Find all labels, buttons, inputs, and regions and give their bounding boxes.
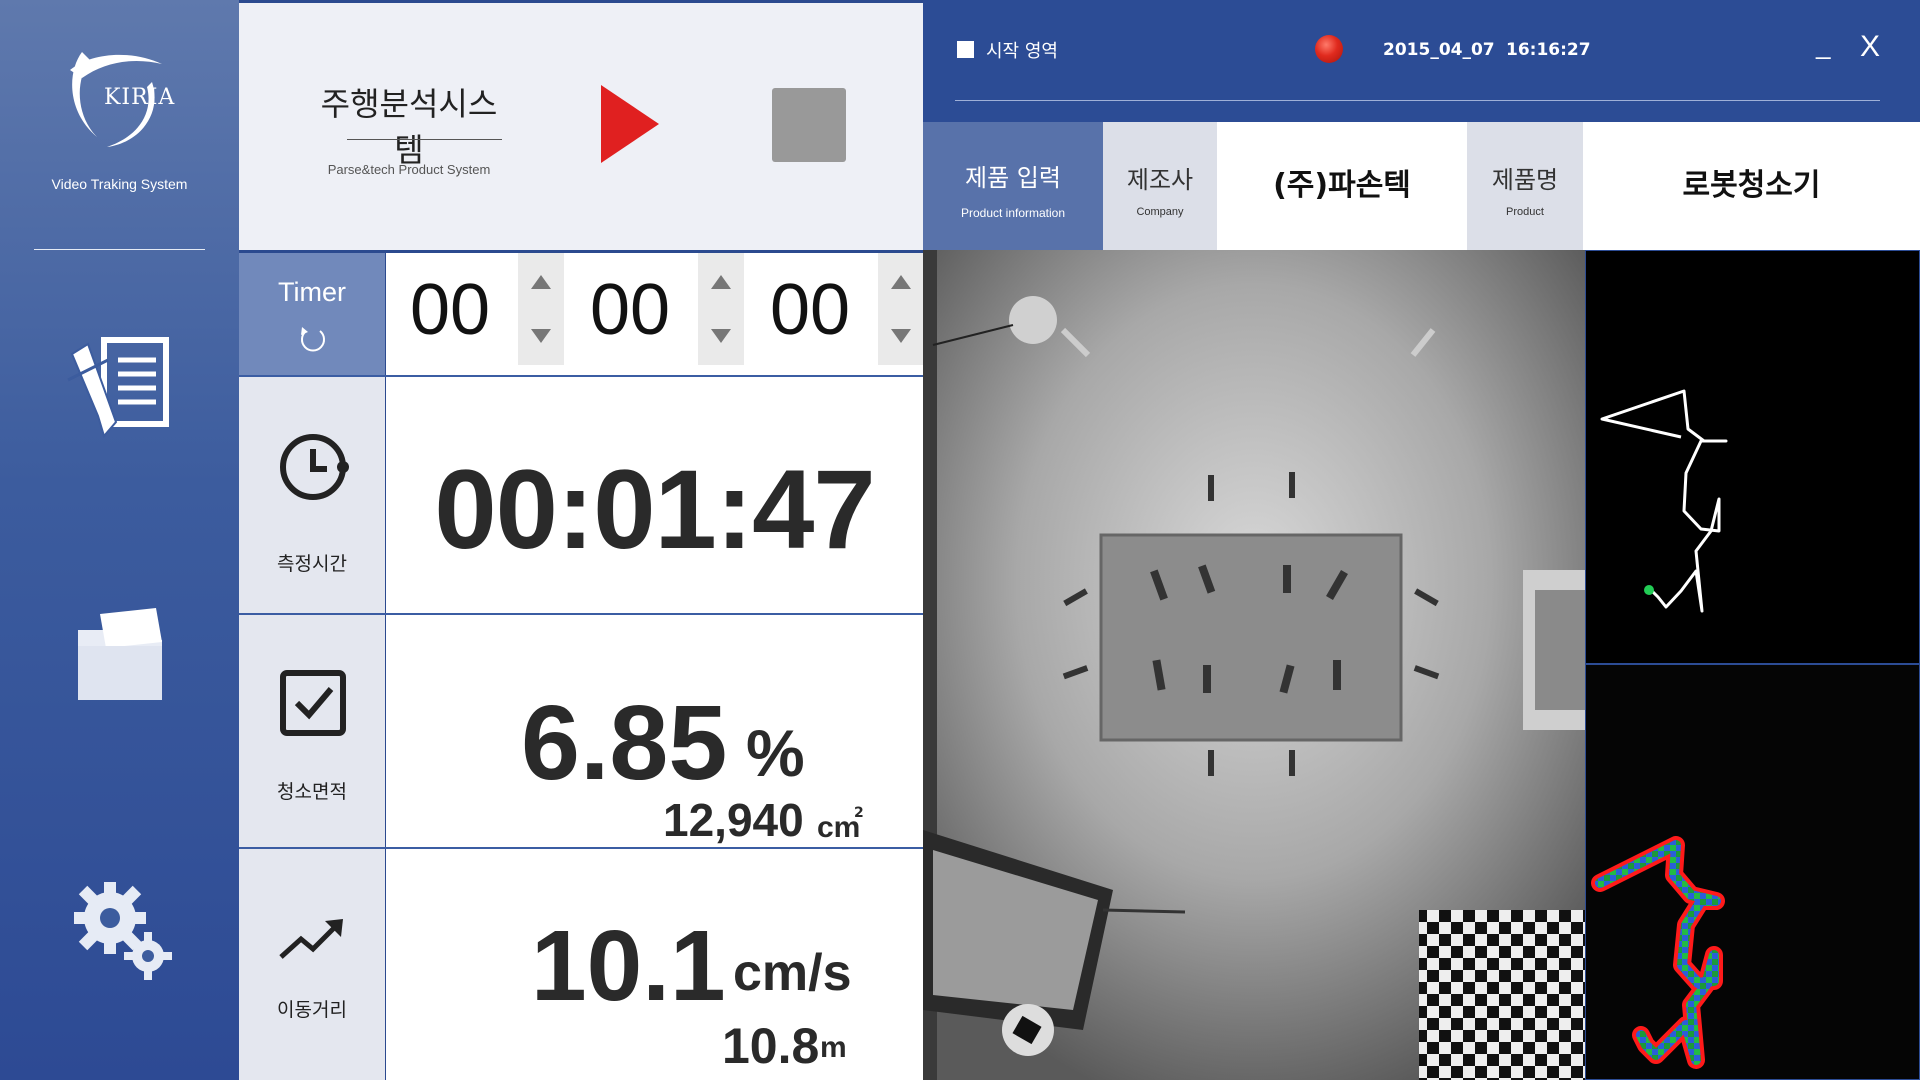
seconds-stepper [878,253,924,365]
area-label: 청소면적 [277,781,347,803]
trend-up-icon [279,919,343,959]
company-value[interactable]: (주)파손텍 [1273,168,1411,203]
app-title: 주행분석시스템 [320,85,498,169]
product-value[interactable]: 로봇청소기 [1682,168,1821,203]
camera-image [923,250,1585,1080]
speed-unit: cm/s [733,944,852,1002]
gears-icon[interactable] [60,868,180,988]
distance-label: 이동거리 [277,999,347,1021]
app-subtitle: Parse&tech Product System [327,162,491,177]
time-value-cell: 00:01:47 [386,377,923,613]
play-button[interactable] [599,83,661,165]
checkbox-checked-icon [280,670,346,736]
company-label: 제조사 [1126,166,1194,194]
sidebar-subtitle: Video Traking System [51,176,188,192]
minutes-down-icon[interactable] [698,309,744,365]
distance-label-cell: 이동거리 [239,849,385,1080]
product-info-bar: 제품 입력 Product information 제조사 Company (주… [923,122,1920,250]
stop-button[interactable] [772,88,846,162]
coverage-map-view[interactable] [1585,664,1920,1080]
minimize-button[interactable]: _ [1816,30,1831,60]
logo-text: KIRIA [104,85,176,110]
seconds-field: 00 [746,253,924,375]
hours-field: 00 [386,253,566,375]
minutes-stepper [698,253,744,365]
coverage-map [1591,836,1725,1069]
start-area-checkbox[interactable] [957,41,974,58]
start-area-label: 시작 영역 [986,41,1058,62]
product-info-tab-sub: Product information [960,206,1066,220]
row-divider [239,847,923,849]
header-panel: 주행분석시스템 Parse&tech Product System [239,3,923,250]
area-value-cell: 6.85 % 12,940 cm 2 [386,615,923,847]
sidebar: KIRIA Video Traking System [0,0,239,1080]
distance-unit: m [820,1031,847,1064]
minutes-up-icon[interactable] [698,253,744,309]
date-display: 2015_04_07 [1383,40,1495,60]
area-unit: cm [817,811,861,844]
area-percent-unit: % [746,716,805,790]
seconds-up-icon[interactable] [878,253,924,309]
record-indicator-icon [1315,35,1343,63]
document-edit-icon[interactable] [60,330,180,450]
window-titlebar: 시작 영역 2015_04_07 16:16:27 _ X [923,0,1920,122]
trajectory-view[interactable] [1585,250,1920,664]
product-label: 제품명 [1491,166,1559,194]
sidebar-divider [34,249,205,250]
company-sub: Company [1136,206,1184,218]
clock-icon [280,434,349,500]
trajectory-path [1600,389,1728,613]
timer-label: Timer [278,277,346,307]
product-info-tab[interactable]: 제품 입력 Product information [923,122,1103,250]
elapsed-time: 00:01:47 [434,447,875,572]
hours-stepper [518,253,564,365]
hours-up-icon[interactable] [518,253,564,309]
area-value: 12,940 [663,794,804,846]
hours-down-icon[interactable] [518,309,564,365]
row-divider [239,375,923,377]
close-button[interactable]: X [1860,30,1881,63]
product-info-tab-label: 제품 입력 [965,164,1061,192]
speed-value: 10.1 [531,910,726,1022]
minutes-value[interactable]: 00 [589,270,671,350]
minutes-field: 00 [566,253,746,375]
kiria-logo-icon [70,52,162,147]
camera-feed[interactable] [923,250,1585,1080]
area-percent: 6.85 [521,684,728,802]
seconds-down-icon[interactable] [878,309,924,365]
titlebar-divider [955,100,1880,101]
hours-value[interactable]: 00 [409,270,491,350]
folder-icon[interactable] [60,600,180,720]
product-label-cell: 제품명 Product [1467,122,1583,250]
reset-icon[interactable] [296,323,330,357]
title-underline [347,139,502,140]
area-label-cell: 청소면적 [239,615,385,847]
company-label-cell: 제조사 Company [1103,122,1217,250]
time-label: 측정시간 [277,553,347,575]
time-label-cell: 측정시간 [239,377,385,613]
distance-value: 10.8 [722,1018,820,1074]
distance-value-cell: 10.1 cm/s 10.8 m [386,849,923,1080]
timer-label-cell: Timer [239,253,385,375]
clock-display: 16:16:27 [1506,40,1591,60]
product-sub: Product [1506,206,1544,218]
seconds-value[interactable]: 00 [769,270,851,350]
row-divider [239,613,923,615]
area-unit-superscript: 2 [854,805,864,821]
